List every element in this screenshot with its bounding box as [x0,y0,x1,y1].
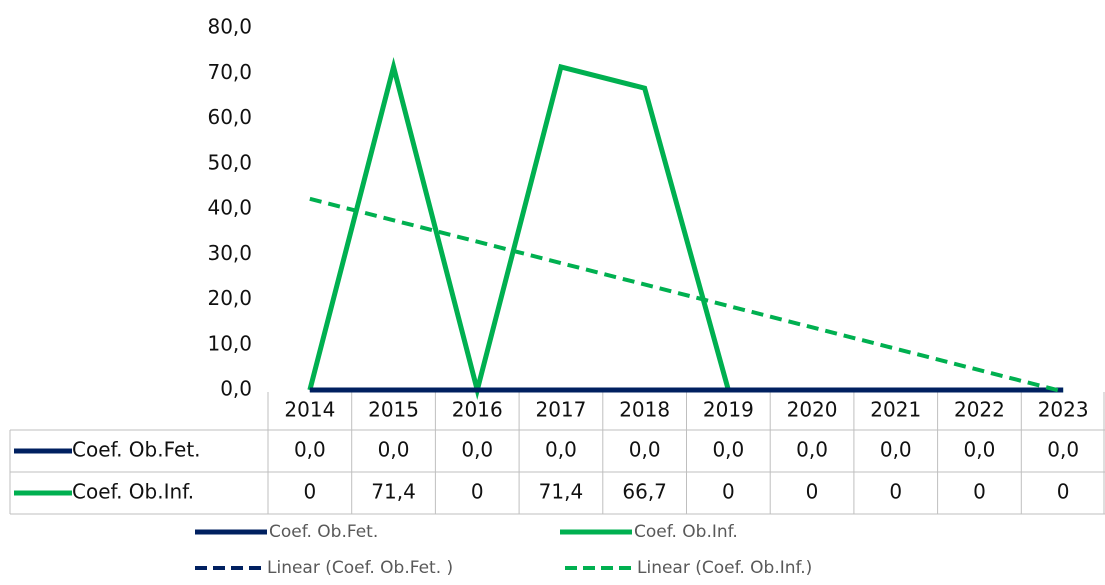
x-tick-label: 2014 [284,398,335,422]
x-tick-label: 2023 [1038,398,1089,422]
table-cell: 0,0 [629,438,661,462]
table-cell: 71,4 [371,480,416,504]
table-cell: 66,7 [622,480,667,504]
table-cell: 0,0 [461,438,493,462]
table-cell: 0,0 [294,438,326,462]
table-row-label: Coef. Ob.Inf. [72,480,194,504]
table-cell: 0 [1057,480,1070,504]
y-tick-label: 60,0 [207,105,252,129]
y-tick-label: 70,0 [207,60,252,84]
trendline [309,196,1064,394]
table-cell: 0 [973,480,986,504]
x-tick-label: 2016 [452,398,503,422]
y-tick-label: 20,0 [207,286,252,310]
x-tick-label: 2021 [870,398,921,422]
table-cell: 0 [722,480,735,504]
table-cell: 0,0 [712,438,744,462]
x-tick-label: 2022 [954,398,1005,422]
y-tick-label: 80,0 [207,15,252,39]
y-tick-label: 10,0 [207,331,252,355]
table-cell: 0,0 [378,438,410,462]
legend-label: Coef. Ob.Inf. [634,522,738,542]
x-tick-label: 2017 [535,398,586,422]
x-tick-label: 2019 [703,398,754,422]
x-tick-label: 2020 [787,398,838,422]
x-tick-label: 2015 [368,398,419,422]
y-tick-label: 40,0 [207,196,252,220]
table-cell: 0 [806,480,819,504]
legend-label: Coef. Ob.Fet. [269,522,378,542]
legend-label: Linear (Coef. Ob.Fet. ) [267,558,453,578]
table-cell: 0 [471,480,484,504]
table-cell: 0,0 [964,438,996,462]
table-cell: 0 [889,480,902,504]
y-tick-label: 30,0 [207,241,252,265]
y-tick-label: 0,0 [220,377,252,401]
table-cell: 0,0 [880,438,912,462]
table-cell: 0,0 [1047,438,1079,462]
x-tick-label: 2018 [619,398,670,422]
y-tick-label: 50,0 [207,150,252,174]
table-cell: 71,4 [539,480,584,504]
table-row-label: Coef. Ob.Fet. [72,438,201,462]
table-cell: 0,0 [545,438,577,462]
table-cell: 0 [303,480,316,504]
table-cell: 0,0 [796,438,828,462]
legend-label: Linear (Coef. Ob.Inf.) [637,558,812,578]
